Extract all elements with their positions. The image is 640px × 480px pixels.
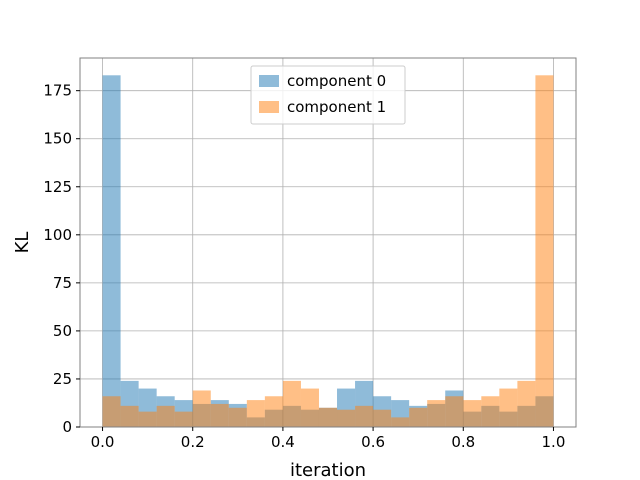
bar-component-1 [192,390,211,427]
bar-component-1 [138,411,157,427]
bar-component-1 [318,407,338,427]
y-tick-label: 0 [62,418,72,436]
legend: component 0 component 1 [250,65,406,125]
bar-component-1 [535,75,554,427]
bar-component-1 [517,380,536,427]
bar-component-1 [373,409,392,427]
y-tick-label: 100 [43,226,72,244]
bar-component-1 [210,403,229,427]
x-tick-label: 0.0 [91,433,115,451]
y-tick-label: 50 [53,322,72,340]
bar-component-1 [463,400,482,427]
bar-component-1 [499,388,518,427]
legend-box [250,65,406,125]
y-tick-label: 25 [53,370,72,388]
legend-label-component-1: component 1 [287,98,386,116]
bar-component-1 [156,405,175,427]
bar-component-1 [264,396,283,427]
legend-swatch-component-1 [259,101,279,113]
bar-component-1 [120,405,139,427]
histogram-bars [102,75,554,427]
bar-component-1 [427,400,446,427]
x-tick-label: 1.0 [542,433,566,451]
plot-frame [79,57,577,428]
bar-component-1 [174,411,193,427]
bar-component-1 [391,417,410,427]
axis-ticks: 0.0 0.2 0.4 0.6 0.8 1.0 0 25 50 75 100 125 150 175 [43,82,565,451]
y-tick-label: 150 [43,130,72,148]
bar-component-1 [337,409,356,427]
bar-component-1 [228,407,247,427]
y-axis-label: KL [12,232,33,254]
x-tick-label: 0.4 [271,433,295,451]
bar-component-0 [102,75,121,427]
x-tick-label: 0.8 [451,433,475,451]
legend-swatch-component-0 [259,75,279,87]
bar-component-1 [409,407,428,427]
legend-label-component-0: component 0 [287,72,386,90]
x-tick-label: 0.2 [181,433,205,451]
x-axis-label: iteration [290,460,366,480]
bar-component-1 [300,388,319,427]
bar-component-1 [355,405,374,427]
y-tick-label: 75 [53,274,72,292]
bar-component-1 [282,380,301,427]
y-tick-label: 175 [43,82,72,100]
bar-component-1 [246,400,265,427]
bar-component-1 [445,396,464,427]
y-tick-label: 125 [43,178,72,196]
x-tick-label: 0.6 [361,433,385,451]
bar-component-1 [481,396,500,427]
bar-component-1 [102,396,121,427]
